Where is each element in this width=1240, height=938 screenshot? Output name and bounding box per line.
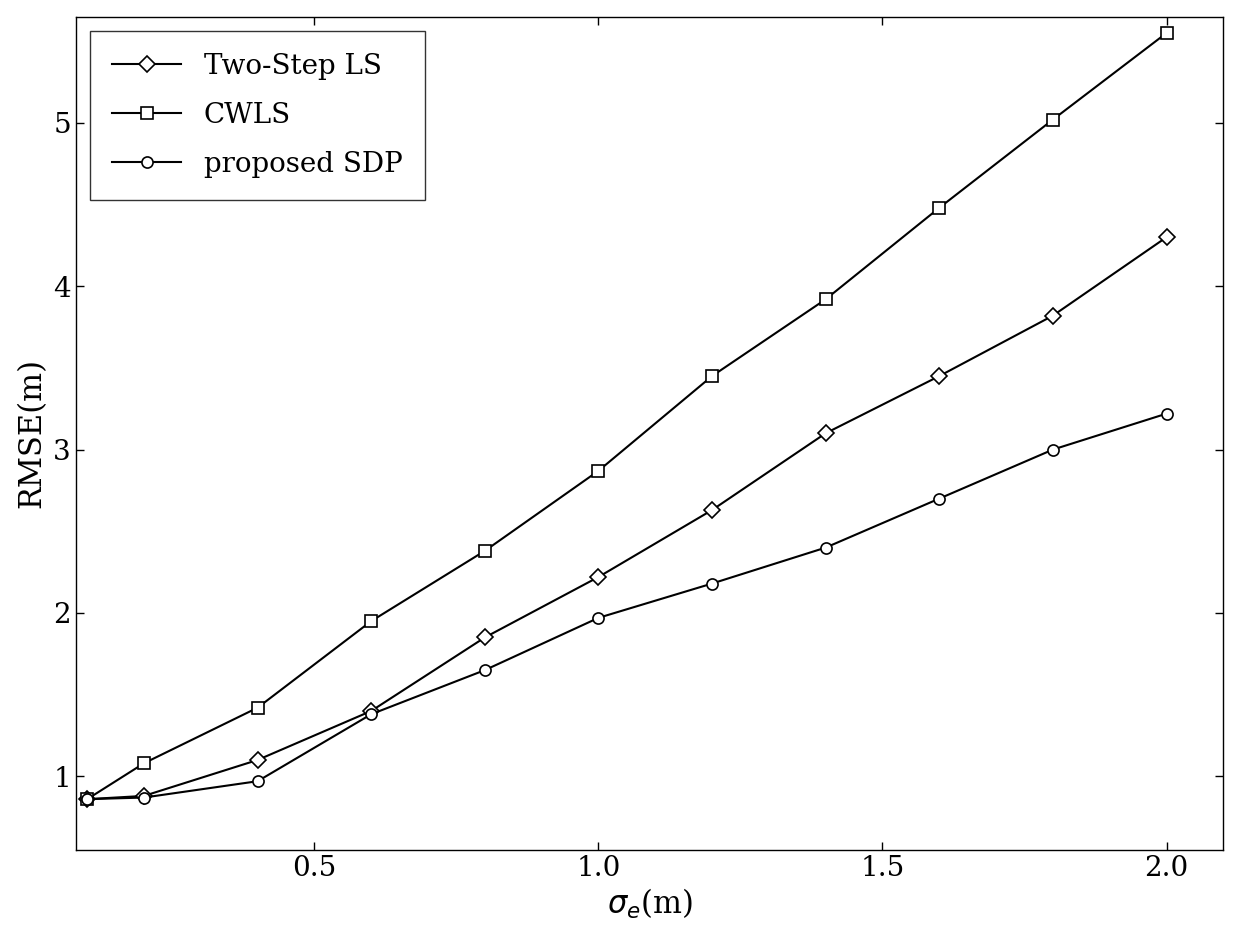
proposed SDP: [136, 792, 151, 803]
Two-Step LS: [1045, 310, 1060, 321]
Legend: Two-Step LS, CWLS, proposed SDP: Two-Step LS, CWLS, proposed SDP: [89, 31, 424, 201]
Two-Step LS: [79, 794, 94, 805]
CWLS: [250, 702, 265, 713]
CWLS: [79, 794, 94, 805]
proposed SDP: [363, 708, 378, 719]
CWLS: [1045, 113, 1060, 125]
Two-Step LS: [136, 791, 151, 802]
CWLS: [1159, 27, 1174, 38]
Two-Step LS: [363, 705, 378, 717]
CWLS: [591, 465, 606, 477]
Line: Two-Step LS: Two-Step LS: [82, 232, 1172, 805]
CWLS: [136, 758, 151, 769]
proposed SDP: [477, 664, 492, 675]
Y-axis label: RMSE(m): RMSE(m): [16, 358, 47, 508]
Two-Step LS: [591, 571, 606, 582]
X-axis label: $\sigma_e$(m): $\sigma_e$(m): [606, 887, 692, 921]
Line: CWLS: CWLS: [82, 27, 1172, 805]
proposed SDP: [704, 578, 719, 589]
proposed SDP: [79, 794, 94, 805]
Two-Step LS: [477, 632, 492, 643]
proposed SDP: [1045, 444, 1060, 455]
proposed SDP: [591, 613, 606, 624]
Two-Step LS: [250, 754, 265, 765]
CWLS: [704, 371, 719, 382]
Two-Step LS: [1159, 232, 1174, 243]
Line: proposed SDP: proposed SDP: [82, 408, 1172, 805]
Two-Step LS: [704, 505, 719, 516]
CWLS: [477, 545, 492, 556]
CWLS: [818, 294, 833, 305]
CWLS: [931, 203, 946, 214]
proposed SDP: [250, 776, 265, 787]
proposed SDP: [931, 493, 946, 505]
proposed SDP: [1159, 408, 1174, 419]
Two-Step LS: [818, 428, 833, 439]
CWLS: [363, 615, 378, 627]
proposed SDP: [818, 542, 833, 553]
Two-Step LS: [931, 371, 946, 382]
